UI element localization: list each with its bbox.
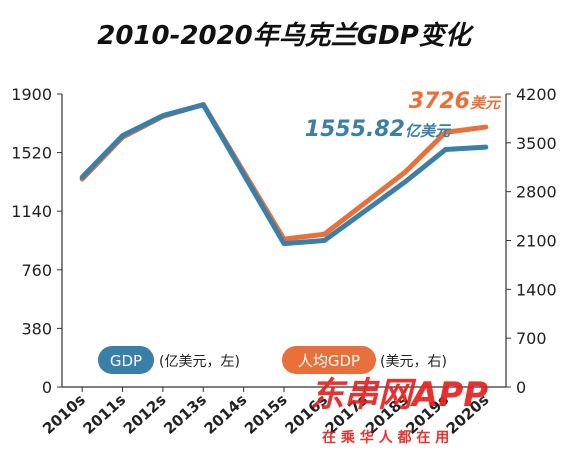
legend: GDP (亿美元，左) 人均GDP (美元，右) (98, 346, 447, 374)
y-right-tick-label: 1400 (516, 280, 557, 299)
x-tick-label: 2014s (201, 391, 251, 438)
watermark-main: 东串网APP (310, 375, 488, 415)
y-left-tick-label: 760 (21, 261, 52, 280)
legend-swatch-gdp (98, 346, 154, 374)
annotation-gdp-number: 1555.82 (305, 117, 405, 142)
legend-swatch-per-capita (282, 346, 376, 374)
annotation-gdp-unit: 亿美元 (405, 122, 452, 140)
y-right-tick-label: 4200 (516, 85, 557, 104)
x-tick-label: 2015s (241, 391, 291, 438)
y-right-tick-label: 2800 (516, 183, 557, 202)
legend-unit-per-capita: (美元，右) (380, 354, 447, 370)
y-left-tick-label: 1900 (11, 85, 52, 104)
chart-title: 2010-2020年乌克兰GDP变化 (97, 21, 474, 51)
series-lines (79, 101, 489, 247)
y-right-tick-label: 700 (516, 329, 547, 348)
legend-unit-gdp: (亿美元，左) (159, 354, 240, 370)
x-tick-label: 2011s (80, 391, 130, 438)
watermark: 东串网APP 在 乘 华 人 都 在 用 (310, 375, 488, 446)
legend-label-per-capita: 人均GDP (298, 352, 360, 370)
y-right-tick-label: 3500 (516, 134, 557, 153)
y-right-tick-label: 0 (516, 378, 526, 397)
y-left-tick-label: 1140 (11, 202, 52, 221)
x-tick-label: 2010s (39, 391, 89, 438)
legend-label-gdp: GDP (110, 352, 142, 370)
x-tick-label: 2012s (120, 391, 170, 438)
y-right-tick-label: 2100 (516, 232, 557, 251)
y-left-tick-label: 0 (42, 378, 52, 397)
y-left-tick-label: 1520 (11, 144, 52, 163)
annotation-per-capita-number: 3726 (409, 89, 470, 114)
y-left-tick-label: 380 (21, 319, 52, 338)
annotation-per-capita-unit: 美元 (470, 94, 502, 112)
watermark-sub: 在 乘 华 人 都 在 用 (322, 429, 449, 446)
annotation-per-capita: 3726美元 (409, 89, 502, 114)
axes: 0 380 760 1140 1520 1900 0 700 1400 2100 2800 3500 4… (11, 85, 556, 397)
x-tick-label: 2013s (160, 391, 210, 438)
annotation-gdp: 1555.82亿美元 (305, 117, 452, 142)
